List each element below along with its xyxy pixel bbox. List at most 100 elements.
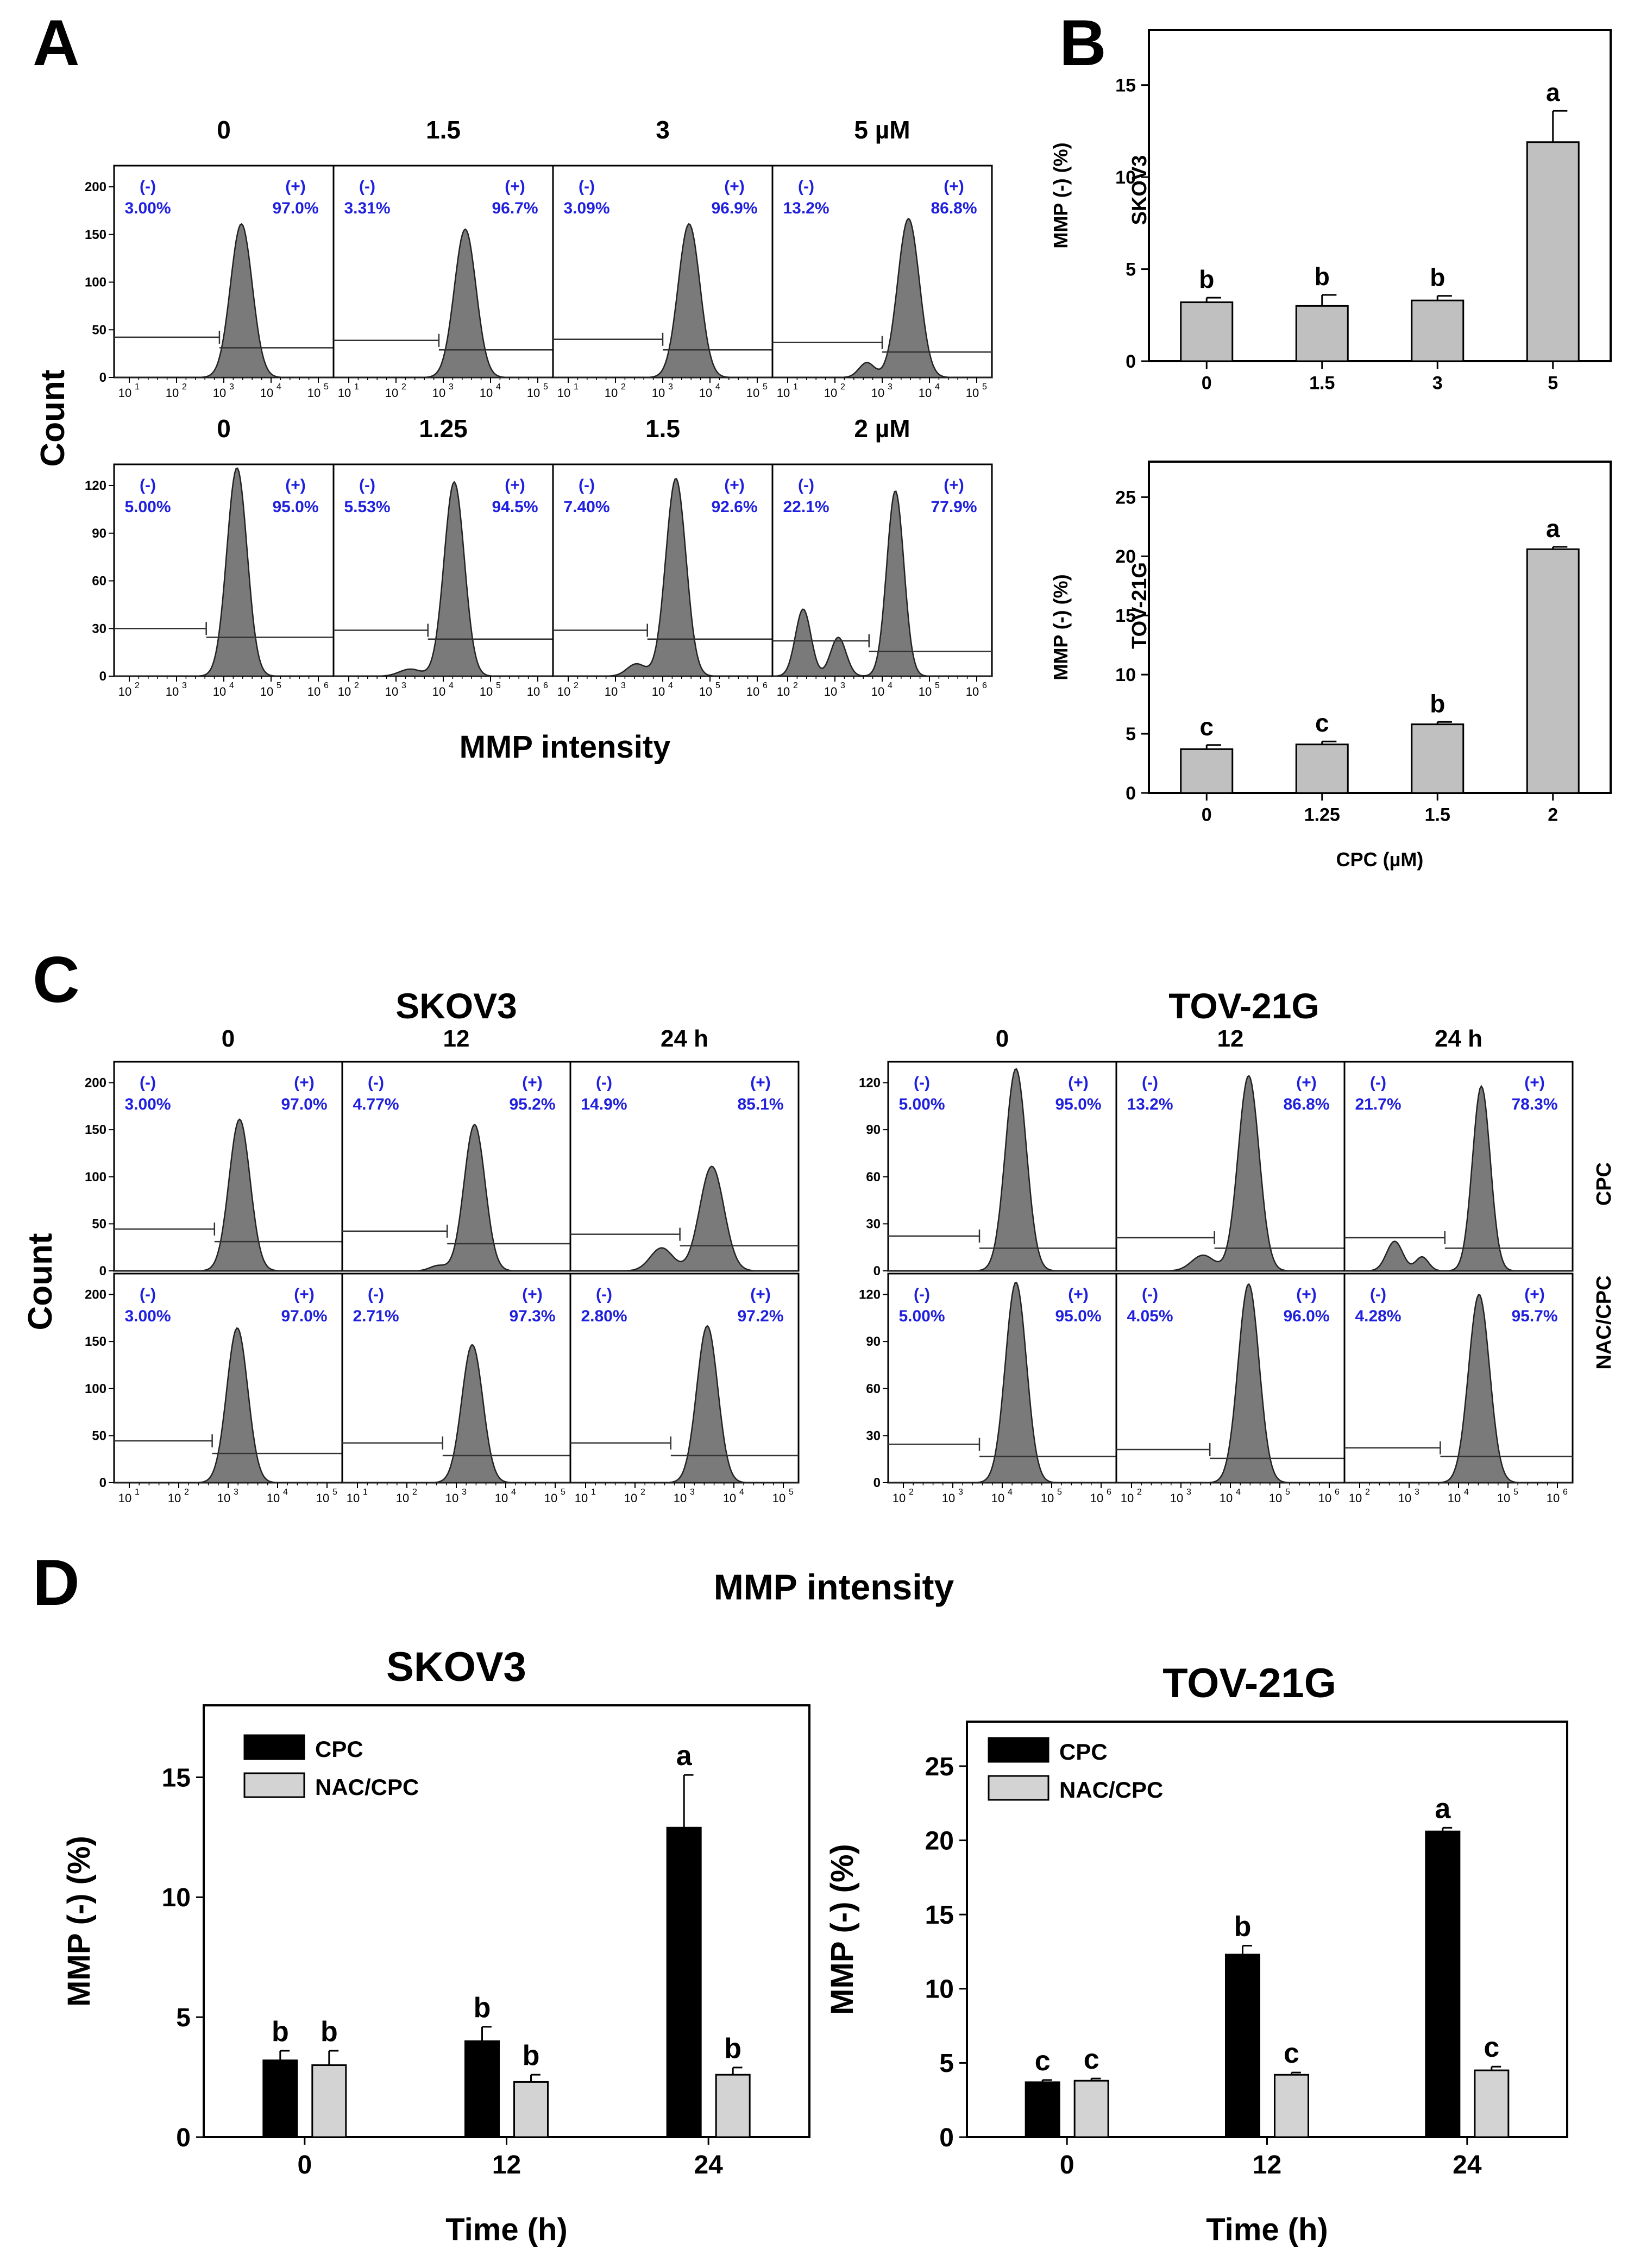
gate-neg-percent: 4.77% [353, 1095, 399, 1113]
y-tick-label: 0 [99, 1476, 106, 1490]
x-tick-base: 10 [1398, 1491, 1411, 1505]
x-tick-base: 10 [699, 386, 712, 400]
significance-letter: a [1546, 514, 1560, 543]
x-tick-base: 10 [396, 1491, 409, 1505]
y-tick-label: 20 [925, 1826, 954, 1855]
y-tick-label: 30 [866, 1217, 881, 1231]
gate-pos-label: (+) [1296, 1074, 1317, 1092]
x-tick-exponent: 1 [135, 382, 140, 392]
condition-label: 24 h [661, 1025, 708, 1052]
gate-pos-label: (+) [750, 1286, 771, 1303]
panel-c-title-skov3: SKOV3 [395, 986, 517, 1026]
panel-b-line-skov3: SKOV3 [1128, 155, 1151, 225]
x-tick-base: 10 [919, 386, 932, 400]
x-tick-base: 10 [966, 386, 979, 400]
gate-pos-percent: 95.0% [1055, 1307, 1101, 1325]
significance-letter: b [724, 2033, 741, 2064]
histogram-curve [334, 228, 553, 379]
gate-neg-label: (-) [1370, 1286, 1386, 1303]
x-tick-base: 10 [1170, 1491, 1183, 1505]
gate-neg-percent: 3.09% [563, 199, 609, 217]
y-tick-label: 0 [99, 669, 106, 684]
x-tick-label: 0 [1202, 373, 1212, 393]
gate-pos-percent: 97.0% [272, 199, 318, 217]
gate-neg-percent: 5.53% [344, 498, 390, 516]
condition-label: 0 [217, 414, 231, 443]
panel-c-xlabel: MMP intensity [714, 1567, 954, 1607]
histogram-curve [570, 1325, 799, 1484]
x-tick-exponent: 5 [496, 681, 501, 690]
x-tick-exponent: 4 [668, 681, 673, 690]
gate-pos-percent: 95.2% [509, 1095, 555, 1113]
gate-neg-percent: 7.40% [563, 498, 609, 516]
bar [1411, 299, 1465, 362]
gate-neg-label: (-) [140, 476, 156, 494]
x-tick-base: 10 [777, 386, 790, 400]
legend-label: NAC/CPC [1059, 1777, 1163, 1803]
histogram-curve [1116, 1074, 1344, 1272]
x-tick-base: 10 [267, 1491, 280, 1505]
x-tick-base: 10 [1041, 1491, 1054, 1505]
condition-label: 0 [222, 1025, 235, 1052]
x-tick-exponent: 5 [1513, 1488, 1518, 1497]
y-tick-label: 15 [925, 1901, 954, 1930]
histogram-curve [114, 1118, 342, 1272]
x-tick-exponent: 5 [276, 681, 281, 690]
gate-pos-label: (+) [285, 476, 306, 494]
gate-pos-label: (+) [944, 178, 964, 196]
y-tick-label: 150 [85, 1334, 106, 1349]
gate-neg-label: (-) [596, 1074, 612, 1092]
x-tick-base: 10 [544, 1491, 557, 1505]
condition-label: 24 h [1435, 1025, 1482, 1052]
x-tick-base: 10 [338, 685, 351, 698]
x-tick-exponent: 4 [935, 382, 940, 392]
condition-label: 1.25 [419, 414, 468, 443]
gate-pos-label: (+) [505, 476, 525, 494]
gate-pos-percent: 97.0% [281, 1307, 327, 1325]
bar [1180, 301, 1234, 362]
x-tick-exponent: 2 [401, 382, 406, 392]
x-tick-exponent: 3 [182, 681, 187, 690]
significance-letter: b [1430, 263, 1445, 292]
histogram-curve [334, 481, 553, 677]
y-tick-label: 0 [939, 2124, 954, 2152]
x-tick-exponent: 2 [1137, 1488, 1142, 1497]
x-tick-exponent: 2 [840, 382, 845, 392]
x-tick-label: 12 [1253, 2151, 1281, 2179]
gate-pos-percent: 85.1% [737, 1095, 783, 1113]
bar [1073, 2080, 1109, 2138]
histogram-curve [1344, 1085, 1573, 1272]
bar [666, 1826, 702, 2138]
x-tick-exponent: 1 [363, 1488, 368, 1497]
x-tick-base: 10 [557, 685, 570, 698]
x-tick-exponent: 3 [840, 681, 845, 690]
x-tick-exponent: 3 [1415, 1488, 1419, 1497]
histogram-curve [342, 1123, 570, 1272]
x-tick-label: 12 [492, 2151, 521, 2179]
gate-neg-percent: 3.00% [124, 199, 171, 217]
x-tick-base: 10 [772, 1491, 785, 1505]
gate-neg-label: (-) [368, 1286, 384, 1303]
gate-pos-percent: 97.3% [509, 1307, 555, 1325]
x-tick-exponent: 2 [640, 1488, 645, 1497]
x-tick-base: 10 [307, 685, 320, 698]
x-tick-base: 10 [557, 386, 570, 400]
condition-label: 12 [443, 1025, 470, 1052]
x-tick-base: 10 [674, 1491, 687, 1505]
x-tick-exponent: 2 [412, 1488, 417, 1497]
y-tick-label: 60 [866, 1170, 881, 1185]
y-tick-label: 100 [85, 1170, 106, 1185]
y-tick-label: 120 [85, 478, 106, 493]
histogram-curve [1344, 1294, 1573, 1484]
x-tick-base: 10 [316, 1491, 329, 1505]
x-tick-exponent: 1 [793, 382, 798, 392]
x-tick-label: 1.5 [1425, 804, 1450, 825]
bar [1526, 548, 1580, 794]
histogram-frame [332, 165, 554, 379]
legend-label: CPC [315, 1736, 363, 1762]
x-tick-exponent: 5 [324, 382, 329, 392]
x-tick-exponent: 4 [511, 1488, 516, 1497]
x-tick-exponent: 4 [715, 382, 720, 392]
y-tick-label: 0 [1126, 351, 1136, 372]
